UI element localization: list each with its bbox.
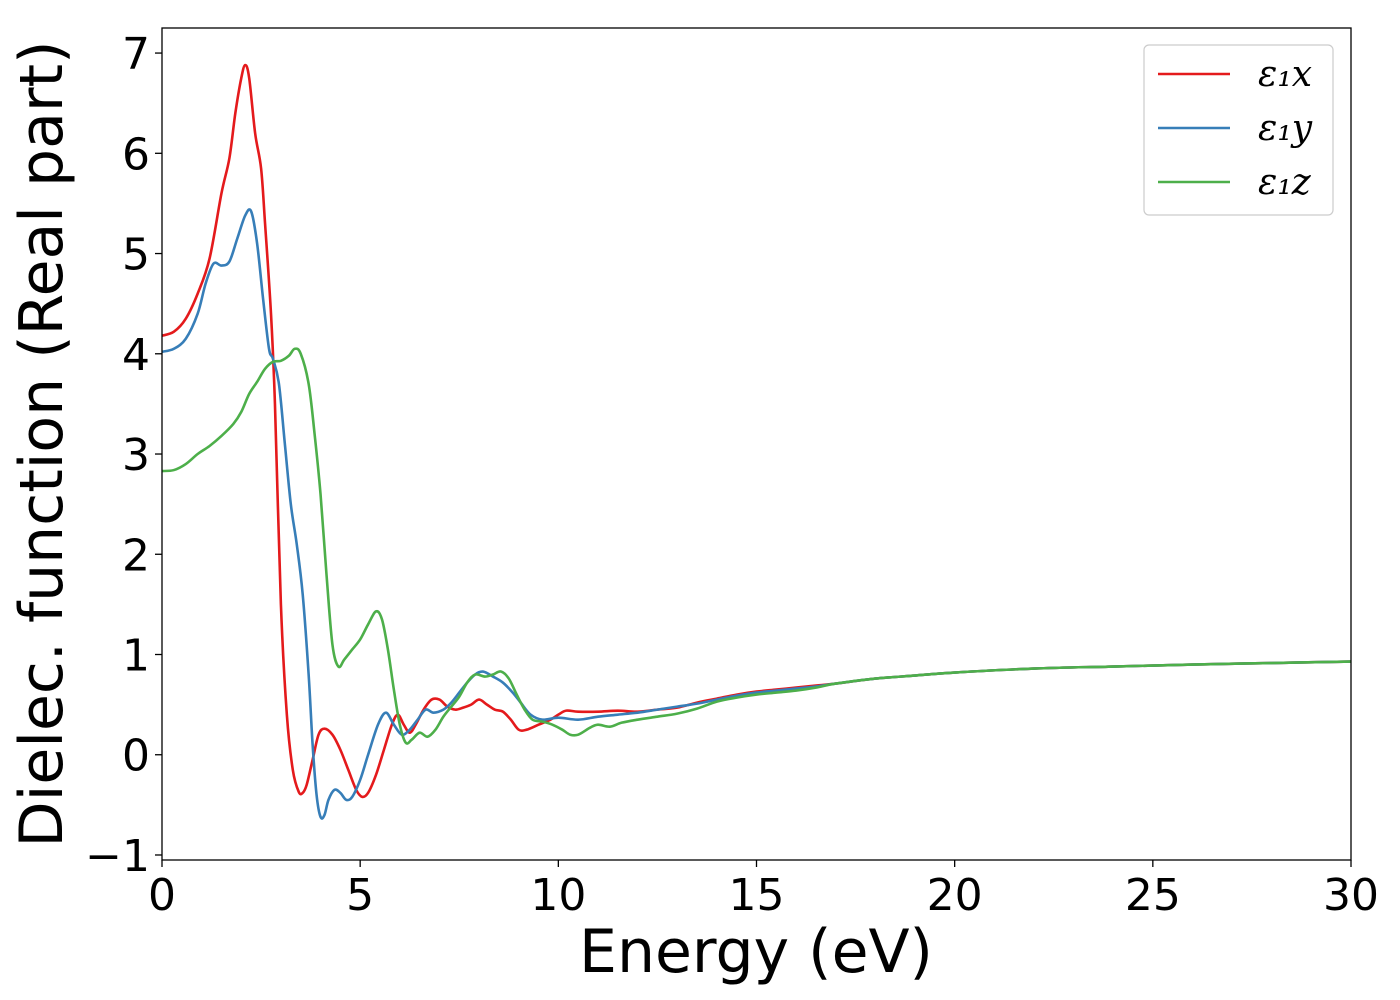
- x-axis-title: Energy (eV): [579, 917, 933, 987]
- legend-entry-eps1-z: ε₁z: [1158, 162, 1312, 203]
- y-axis: −1 0 1 2 3 4 5 6 7: [85, 29, 162, 882]
- y-tick-label: 4: [122, 330, 150, 381]
- legend-entry-eps1-y: ε₁y: [1158, 108, 1313, 149]
- legend-label: ε₁x: [1258, 54, 1312, 95]
- x-tick-label: 0: [148, 870, 176, 921]
- x-tick-label: 30: [1323, 870, 1379, 921]
- x-tick-label: 15: [729, 870, 785, 921]
- legend-entry-eps1-x: ε₁x: [1158, 54, 1312, 95]
- x-tick-label: 20: [927, 870, 983, 921]
- y-tick-label: −1: [85, 831, 150, 882]
- legend: ε₁x ε₁y ε₁z: [1143, 44, 1334, 216]
- y-tick-label: 0: [122, 731, 150, 782]
- x-tick-label: 5: [346, 870, 374, 921]
- series-layer: [162, 63, 1351, 820]
- x-tick-label: 10: [530, 870, 586, 921]
- y-tick-label: 1: [122, 631, 150, 682]
- x-tick-label: 25: [1125, 870, 1181, 921]
- y-tick-label: 3: [122, 430, 150, 481]
- y-tick-label: 5: [122, 230, 150, 281]
- legend-box: [1143, 44, 1334, 216]
- y-tick-label: 2: [122, 530, 150, 581]
- y-tick-label: 7: [122, 29, 150, 80]
- y-axis-title: Dielec. function (Real part): [7, 41, 77, 848]
- legend-label: ε₁z: [1258, 162, 1312, 203]
- legend-items: ε₁x ε₁y ε₁z: [1158, 54, 1313, 203]
- y-tick-label: 6: [122, 129, 150, 180]
- series-line-eps1-z: [162, 347, 1351, 745]
- legend-label: ε₁y: [1258, 108, 1313, 149]
- series-line-eps1-y: [162, 208, 1351, 820]
- x-axis: 0 5 10 15 20 25 30: [148, 860, 1379, 921]
